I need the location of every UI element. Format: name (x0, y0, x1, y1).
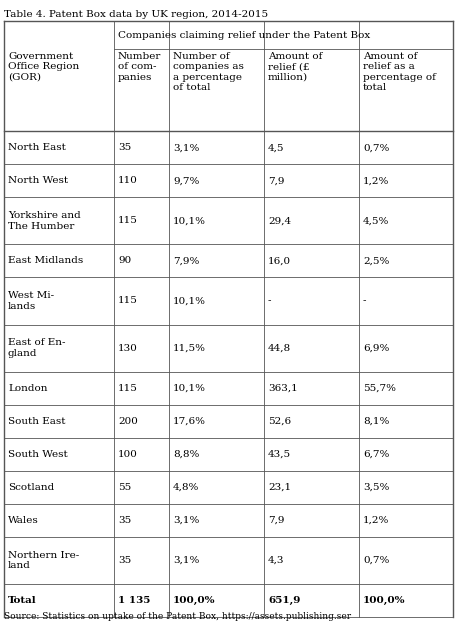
Text: 4,8%: 4,8% (173, 483, 199, 492)
Text: 115: 115 (118, 216, 138, 225)
Text: 29,4: 29,4 (268, 216, 291, 225)
Text: London: London (8, 384, 48, 392)
Text: 7,9: 7,9 (268, 516, 285, 525)
Text: Source: Statistics on uptake of the Patent Box, https://assets.publishing.ser: Source: Statistics on uptake of the Pate… (4, 612, 351, 621)
Text: 44,8: 44,8 (268, 343, 291, 353)
Text: Number of
companies as
a percentage
of total: Number of companies as a percentage of t… (173, 52, 244, 92)
Text: 52,6: 52,6 (268, 416, 291, 426)
Text: 1,2%: 1,2% (363, 516, 389, 525)
Text: Northern Ire-
land: Northern Ire- land (8, 551, 79, 570)
Text: 4,5: 4,5 (268, 143, 285, 152)
Text: 100: 100 (118, 450, 138, 459)
Text: Yorkshire and
The Humber: Yorkshire and The Humber (8, 211, 81, 230)
Text: 3,1%: 3,1% (173, 516, 199, 525)
Text: Companies claiming relief under the Patent Box: Companies claiming relief under the Pate… (118, 30, 370, 40)
Text: Amount of
relief (£
million): Amount of relief (£ million) (268, 52, 322, 82)
Text: 0,7%: 0,7% (363, 556, 389, 565)
Text: East Midlands: East Midlands (8, 256, 83, 266)
Text: 115: 115 (118, 384, 138, 392)
Text: 100,0%: 100,0% (173, 596, 216, 605)
Text: Number
of com-
panies: Number of com- panies (118, 52, 161, 82)
Text: Amount of
relief as a
percentage of
total: Amount of relief as a percentage of tota… (363, 52, 436, 92)
Text: 200: 200 (118, 416, 138, 426)
Text: Total: Total (8, 596, 37, 605)
Text: 7,9%: 7,9% (173, 256, 199, 266)
Text: 6,7%: 6,7% (363, 450, 389, 459)
Text: 55: 55 (118, 483, 131, 492)
Text: 23,1: 23,1 (268, 483, 291, 492)
Text: 3,5%: 3,5% (363, 483, 389, 492)
Text: 9,7%: 9,7% (173, 176, 199, 186)
Text: 130: 130 (118, 343, 138, 353)
Text: 10,1%: 10,1% (173, 216, 206, 225)
Text: 363,1: 363,1 (268, 384, 298, 392)
Text: North East: North East (8, 143, 66, 152)
Text: 55,7%: 55,7% (363, 384, 396, 392)
Text: 11,5%: 11,5% (173, 343, 206, 353)
Text: West Mi-
lands: West Mi- lands (8, 292, 54, 310)
Text: 651,9: 651,9 (268, 596, 300, 605)
Text: -: - (363, 297, 367, 305)
Text: 43,5: 43,5 (268, 450, 291, 459)
Text: 1 135: 1 135 (118, 596, 150, 605)
Text: 7,9: 7,9 (268, 176, 285, 186)
Text: Wales: Wales (8, 516, 39, 525)
Text: Government
Office Region
(GOR): Government Office Region (GOR) (8, 52, 79, 82)
Text: 16,0: 16,0 (268, 256, 291, 266)
Text: 35: 35 (118, 516, 131, 525)
Text: South West: South West (8, 450, 68, 459)
Text: North West: North West (8, 176, 68, 186)
Text: 110: 110 (118, 176, 138, 186)
Text: 4,3: 4,3 (268, 556, 285, 565)
Text: 4,5%: 4,5% (363, 216, 389, 225)
Text: 17,6%: 17,6% (173, 416, 206, 426)
Text: 35: 35 (118, 143, 131, 152)
Text: 90: 90 (118, 256, 131, 266)
Text: 3,1%: 3,1% (173, 143, 199, 152)
Text: 10,1%: 10,1% (173, 297, 206, 305)
Text: 8,1%: 8,1% (363, 416, 389, 426)
Text: 10,1%: 10,1% (173, 384, 206, 392)
Text: -: - (268, 297, 271, 305)
Text: 2,5%: 2,5% (363, 256, 389, 266)
Text: 6,9%: 6,9% (363, 343, 389, 353)
Text: South East: South East (8, 416, 65, 426)
Text: Scotland: Scotland (8, 483, 54, 492)
Text: East of En-
gland: East of En- gland (8, 338, 65, 358)
Text: 115: 115 (118, 297, 138, 305)
Text: 35: 35 (118, 556, 131, 565)
Text: 1,2%: 1,2% (363, 176, 389, 186)
Text: 100,0%: 100,0% (363, 596, 405, 605)
Text: 0,7%: 0,7% (363, 143, 389, 152)
Text: 8,8%: 8,8% (173, 450, 199, 459)
Text: Table 4. Patent Box data by UK region, 2014-2015: Table 4. Patent Box data by UK region, 2… (4, 10, 268, 19)
Text: 3,1%: 3,1% (173, 556, 199, 565)
